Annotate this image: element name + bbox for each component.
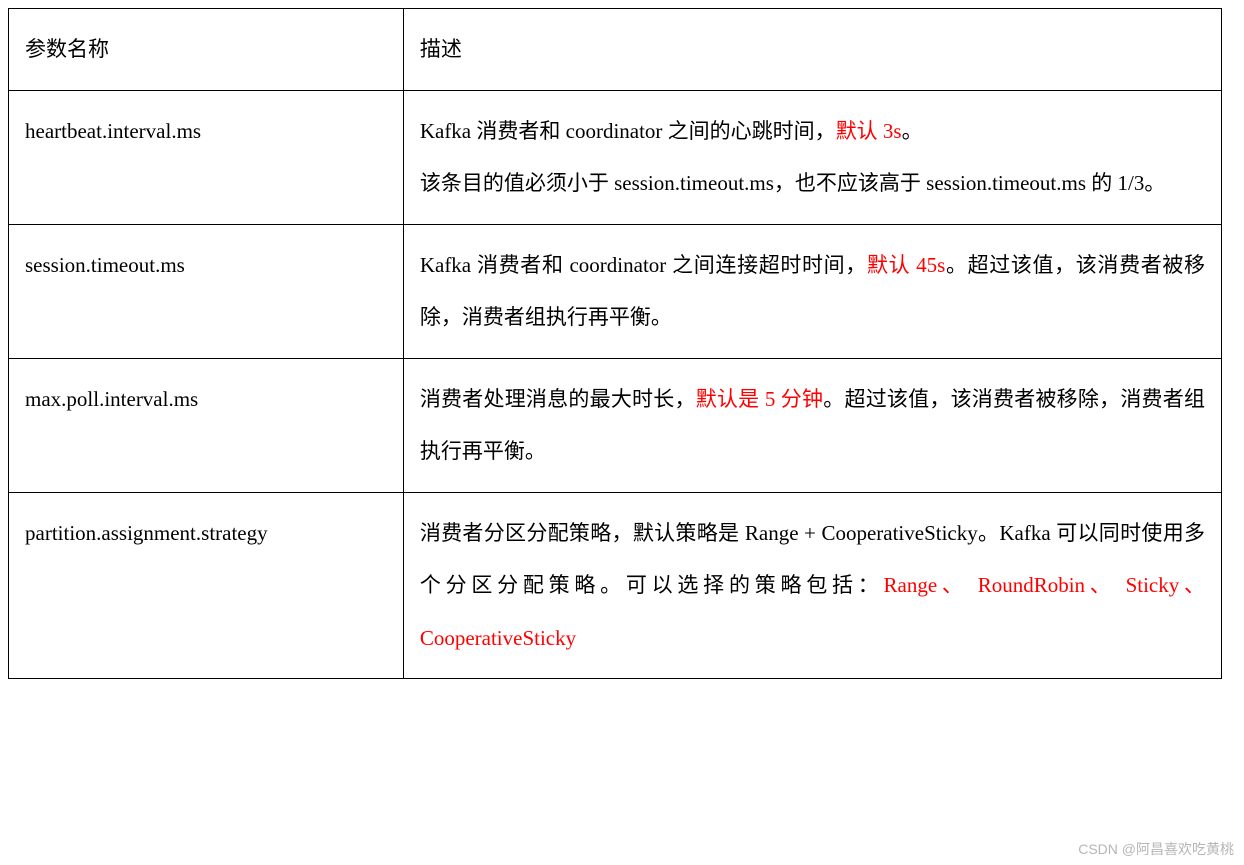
table-row: session.timeout.ms Kafka 消费者和 coordinato… xyxy=(9,224,1222,358)
table-row: partition.assignment.strategy 消费者分区分配策略，… xyxy=(9,492,1222,679)
highlight-text: 默认 3s xyxy=(836,119,902,143)
param-desc: Kafka 消费者和 coordinator 之间的心跳时间，默认 3s。该条目… xyxy=(403,90,1221,224)
highlight-text: 默认 45s xyxy=(867,253,945,277)
kafka-params-table: 参数名称 描述 heartbeat.interval.ms Kafka 消费者和… xyxy=(8,8,1222,679)
table-row: max.poll.interval.ms 消费者处理消息的最大时长，默认是 5 … xyxy=(9,358,1222,492)
header-param: 参数名称 xyxy=(9,9,404,91)
body-text: 该条目的值必须小于 session.timeout.ms，也不应该高于 sess… xyxy=(420,171,1166,195)
header-desc: 描述 xyxy=(403,9,1221,91)
param-name: max.poll.interval.ms xyxy=(9,358,404,492)
param-name: session.timeout.ms xyxy=(9,224,404,358)
watermark: CSDN @阿昌喜欢吃黄桃 xyxy=(1078,839,1234,859)
param-desc: 消费者分区分配策略，默认策略是 Range + CooperativeStick… xyxy=(403,492,1221,679)
highlight-text: 默认是 5 分钟 xyxy=(696,387,824,411)
body-text: 。 xyxy=(902,119,923,143)
table-row: heartbeat.interval.ms Kafka 消费者和 coordin… xyxy=(9,90,1222,224)
param-desc: 消费者处理消息的最大时长，默认是 5 分钟。超过该值，该消费者被移除，消费者组执… xyxy=(403,358,1221,492)
table-header-row: 参数名称 描述 xyxy=(9,9,1222,91)
body-text: Kafka 消费者和 coordinator 之间的心跳时间， xyxy=(420,119,836,143)
param-name: partition.assignment.strategy xyxy=(9,492,404,679)
body-text: 消费者处理消息的最大时长， xyxy=(420,387,696,411)
body-text: Kafka 消费者和 coordinator 之间连接超时时间， xyxy=(420,253,867,277)
param-desc: Kafka 消费者和 coordinator 之间连接超时时间，默认 45s。超… xyxy=(403,224,1221,358)
param-name: heartbeat.interval.ms xyxy=(9,90,404,224)
